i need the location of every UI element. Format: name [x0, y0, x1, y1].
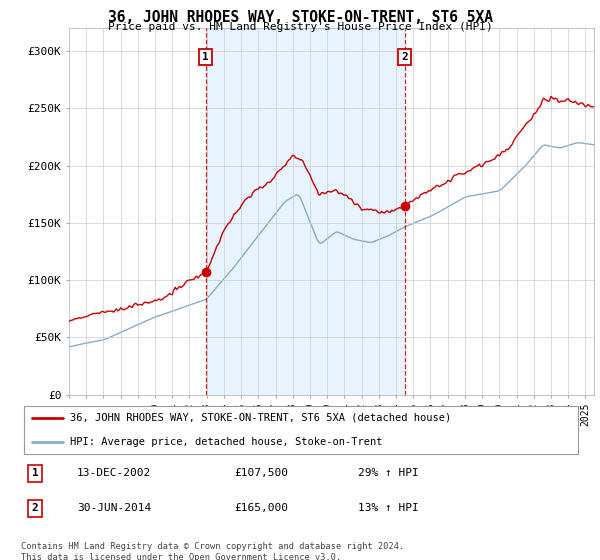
Text: 13-DEC-2002: 13-DEC-2002: [77, 468, 151, 478]
Bar: [206, 28, 404, 395]
Text: Price paid vs. HM Land Registry's House Price Index (HPI): Price paid vs. HM Land Registry's House …: [107, 22, 493, 32]
Text: £165,000: £165,000: [234, 503, 288, 513]
Text: This data is licensed under the Open Government Licence v3.0.: This data is licensed under the Open Gov…: [21, 553, 341, 560]
Text: 36, JOHN RHODES WAY, STOKE-ON-TRENT, ST6 5XA: 36, JOHN RHODES WAY, STOKE-ON-TRENT, ST6…: [107, 10, 493, 25]
Text: 29% ↑ HPI: 29% ↑ HPI: [358, 468, 418, 478]
Text: 30-JUN-2014: 30-JUN-2014: [77, 503, 151, 513]
Text: 1: 1: [202, 52, 209, 62]
Text: Contains HM Land Registry data © Crown copyright and database right 2024.: Contains HM Land Registry data © Crown c…: [21, 542, 404, 551]
Text: £107,500: £107,500: [234, 468, 288, 478]
FancyBboxPatch shape: [24, 406, 578, 454]
Text: 13% ↑ HPI: 13% ↑ HPI: [358, 503, 418, 513]
Text: 36, JOHN RHODES WAY, STOKE-ON-TRENT, ST6 5XA (detached house): 36, JOHN RHODES WAY, STOKE-ON-TRENT, ST6…: [70, 413, 452, 423]
Text: HPI: Average price, detached house, Stoke-on-Trent: HPI: Average price, detached house, Stok…: [70, 437, 383, 447]
Text: 2: 2: [32, 503, 38, 513]
Text: 2: 2: [401, 52, 408, 62]
Text: 1: 1: [32, 468, 38, 478]
